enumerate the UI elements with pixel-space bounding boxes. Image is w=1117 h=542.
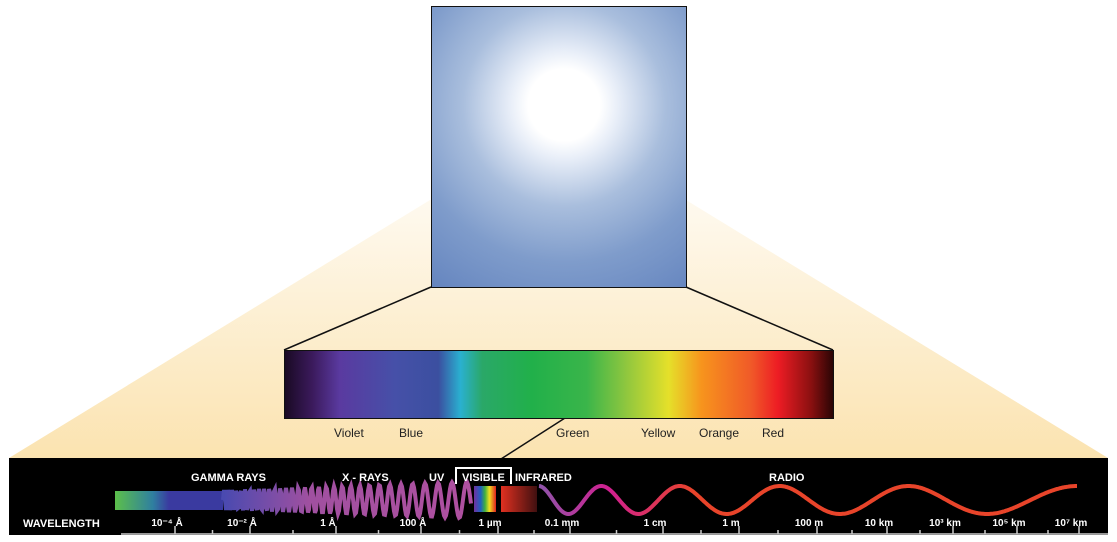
wavelength-tick-label: 1 Å: [320, 518, 336, 529]
label-gamma-rays: GAMMA RAYS: [191, 472, 266, 484]
wavelength-tick-label: 10⁻² Å: [227, 518, 257, 529]
wave-graphic: [115, 467, 1108, 535]
wavelength-tick-label: 0.1 mm: [544, 518, 580, 529]
wavelength-tick-label: 100 Å: [399, 518, 427, 529]
visible-spectrum-bar: [284, 350, 834, 419]
wavelength-tick-label: 100 m: [794, 518, 824, 529]
color-label-red: Red: [762, 426, 785, 440]
wavelength-tick-label: 1 µm: [478, 518, 502, 529]
gamma-bar: [115, 491, 223, 510]
wavelength-tick-label: 10³ km: [929, 518, 961, 529]
visible-strip: [474, 486, 496, 512]
color-label-green: Green: [556, 426, 590, 440]
color-label-blue: Blue: [399, 426, 424, 440]
color-label-violet: Violet: [334, 426, 364, 440]
visible-bracket: [455, 467, 512, 484]
wavelength-tick-label: 10⁵ km: [992, 518, 1026, 529]
wavelength-tick-label: 1 cm: [643, 518, 667, 529]
label-x-rays: X - RAYS: [342, 472, 389, 484]
sun-photo: [431, 6, 687, 288]
wave-line: [221, 478, 1077, 522]
tick-marks: [174, 526, 1080, 534]
label-uv: UV: [429, 472, 445, 484]
spectrum-band: GAMMA RAYS X - RAYS UV VISIBLE INFRARED …: [9, 458, 1108, 535]
wavelength-tick-label: 10 km: [864, 518, 894, 529]
label-radio: RADIO: [769, 472, 805, 484]
wavelength-tick-label: 1 m: [722, 518, 740, 529]
wavelength-label: WAVELENGTH: [23, 518, 100, 530]
color-label-yellow: Yellow: [641, 426, 676, 440]
color-label-orange: Orange: [699, 426, 740, 440]
label-infrared: INFRARED: [515, 472, 572, 484]
label-visible: VISIBLE: [462, 472, 505, 484]
wavelength-tick-label: 10⁻⁴ Å: [151, 518, 183, 529]
wavelength-tick-label: 10⁷ km: [1054, 518, 1088, 529]
infrared-strip: [501, 486, 537, 512]
